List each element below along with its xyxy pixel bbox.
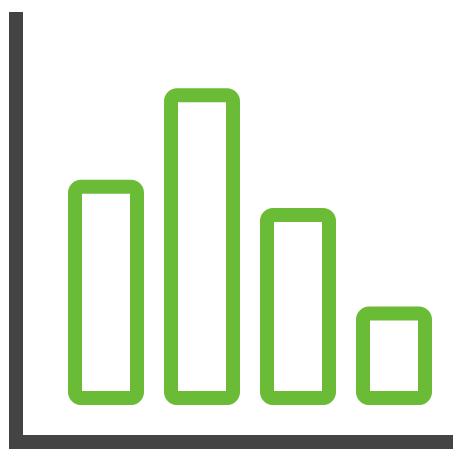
bar-1 [68,179,144,405]
bars-group [68,88,432,405]
bar-4 [356,306,432,405]
bar-3 [260,207,336,405]
axis-icon [9,12,453,449]
bar-2 [164,88,240,405]
